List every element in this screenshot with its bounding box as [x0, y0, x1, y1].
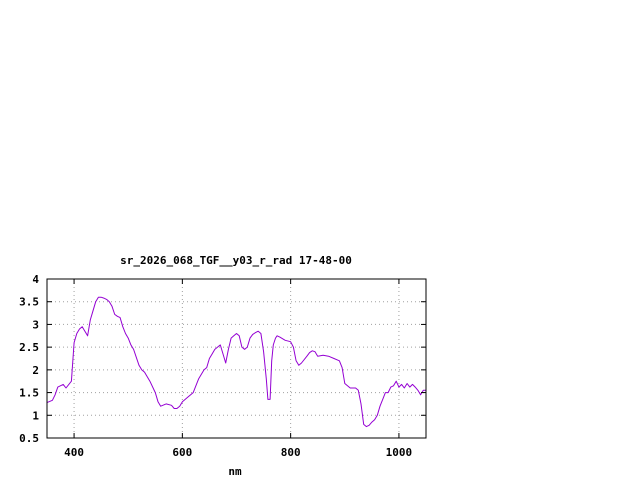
- series-layer: [46, 296, 426, 428]
- series-line: [46, 296, 426, 428]
- y-tick-label: 4: [32, 273, 39, 286]
- y-tick-label: 2.5: [19, 341, 39, 354]
- y-axis-ticks: 0.5 1 1.5 2 2.5 3 3.5 4: [19, 273, 426, 445]
- plot-frame: [46, 278, 427, 439]
- y-tick-label: 3.5: [19, 296, 39, 309]
- x-tick-label: 1000: [386, 446, 413, 459]
- x-axis-ticks: 400 600 800 1000: [64, 279, 412, 459]
- chart-title: sr_2026_068_TGF__y03_r_rad 17-48-00: [120, 254, 352, 267]
- x-tick-label: 800: [281, 446, 301, 459]
- y-tick-label: 1: [32, 409, 39, 422]
- x-tick-label: 400: [64, 446, 84, 459]
- x-tick-label: 600: [172, 446, 192, 459]
- y-tick-label: 1.5: [19, 387, 39, 400]
- y-tick-label: 2: [32, 364, 39, 377]
- grid-lines: [47, 279, 426, 438]
- y-tick-label: 3: [32, 318, 39, 331]
- x-axis-label: nm: [228, 465, 242, 478]
- y-tick-label: 0.5: [19, 432, 39, 445]
